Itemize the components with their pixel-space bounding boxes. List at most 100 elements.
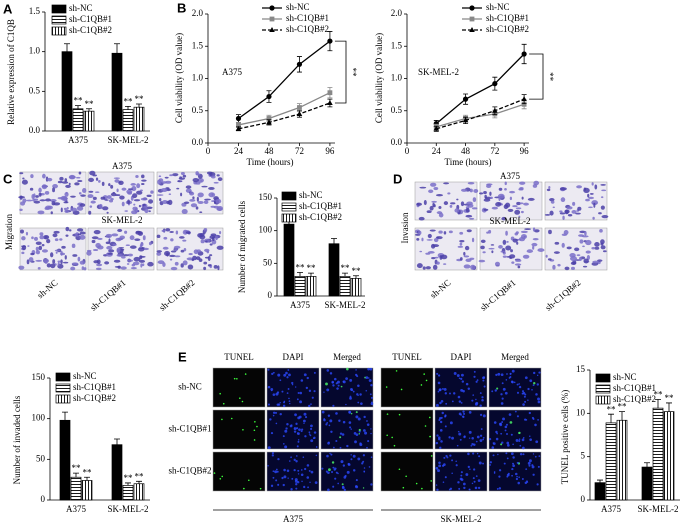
cell (98, 179, 101, 183)
cell (192, 255, 197, 261)
cell (148, 199, 154, 204)
cell (483, 385, 486, 388)
cell (334, 477, 337, 480)
cell (482, 414, 486, 418)
cell (363, 470, 365, 473)
cell (479, 192, 484, 195)
cell (468, 488, 471, 491)
cell (444, 476, 447, 479)
cell (368, 379, 372, 382)
x-tick-label: 96 (520, 146, 530, 156)
error-bar (644, 462, 650, 468)
cell (481, 396, 484, 399)
cell (460, 414, 462, 416)
cell (139, 243, 143, 249)
cell (277, 373, 281, 377)
cell (518, 431, 521, 435)
cell (57, 196, 64, 200)
cell (54, 249, 61, 252)
cell (270, 387, 274, 391)
cell (303, 422, 305, 425)
cell (119, 195, 125, 200)
cell (296, 398, 299, 401)
cell (520, 234, 527, 240)
cell (509, 190, 516, 194)
cell (306, 376, 309, 380)
cell (127, 253, 133, 257)
error-bar (597, 479, 603, 483)
significance: ** (85, 99, 95, 109)
cell (579, 239, 584, 244)
cell (453, 392, 456, 395)
cell (405, 475, 407, 478)
cell (522, 437, 525, 439)
legend-marker (269, 16, 275, 22)
cell (440, 440, 443, 443)
cell (248, 479, 250, 482)
cell (116, 247, 120, 253)
cell (462, 410, 465, 413)
cell (512, 205, 518, 208)
cell (567, 214, 573, 217)
cell (422, 266, 426, 270)
cell (275, 479, 278, 482)
cell (441, 387, 444, 390)
cell (66, 206, 69, 210)
cell (532, 237, 539, 241)
cell (463, 255, 470, 258)
column-label: sh-C1QB#1 (88, 277, 127, 312)
cell (297, 439, 300, 441)
cell (342, 380, 346, 384)
cell (518, 476, 520, 478)
cell (427, 233, 432, 239)
cell (579, 230, 586, 234)
cell (196, 196, 199, 202)
cell (329, 372, 333, 375)
bar (122, 485, 134, 501)
cell (518, 385, 522, 389)
cell (277, 483, 280, 486)
cell (468, 430, 472, 434)
cell (512, 464, 515, 468)
cell (118, 246, 125, 249)
cell (38, 187, 42, 193)
legend-marker (469, 16, 475, 22)
cell (199, 232, 205, 237)
cell (431, 257, 436, 260)
cell (206, 171, 213, 175)
legend-swatch (281, 191, 297, 201)
cell (583, 187, 587, 191)
cell (302, 419, 306, 423)
cell (283, 475, 287, 479)
cell (436, 261, 440, 265)
cell (311, 396, 314, 399)
cell (216, 174, 220, 177)
error-bar (353, 275, 359, 279)
cell (205, 240, 208, 243)
cell (282, 483, 285, 487)
cell (350, 454, 352, 456)
cell (502, 387, 506, 391)
y-tick-label: 15 (576, 364, 586, 374)
cell (352, 469, 356, 472)
cell (459, 438, 462, 441)
legend-label: sh-C1QB#2 (69, 25, 112, 35)
cell (44, 191, 50, 195)
cell (535, 440, 539, 444)
cell (335, 439, 338, 443)
cell (35, 246, 39, 252)
cell (271, 452, 274, 455)
cell (418, 216, 425, 221)
error-bar (666, 402, 672, 412)
cell (498, 487, 502, 490)
legend-label: sh-C1QB#2 (486, 24, 529, 34)
cell (50, 252, 54, 258)
cell (506, 373, 508, 375)
cell (430, 182, 437, 187)
cell (570, 261, 577, 266)
cell (575, 212, 581, 215)
cell (469, 217, 475, 220)
cell (27, 245, 30, 247)
cell (475, 475, 478, 478)
cell (308, 431, 311, 434)
